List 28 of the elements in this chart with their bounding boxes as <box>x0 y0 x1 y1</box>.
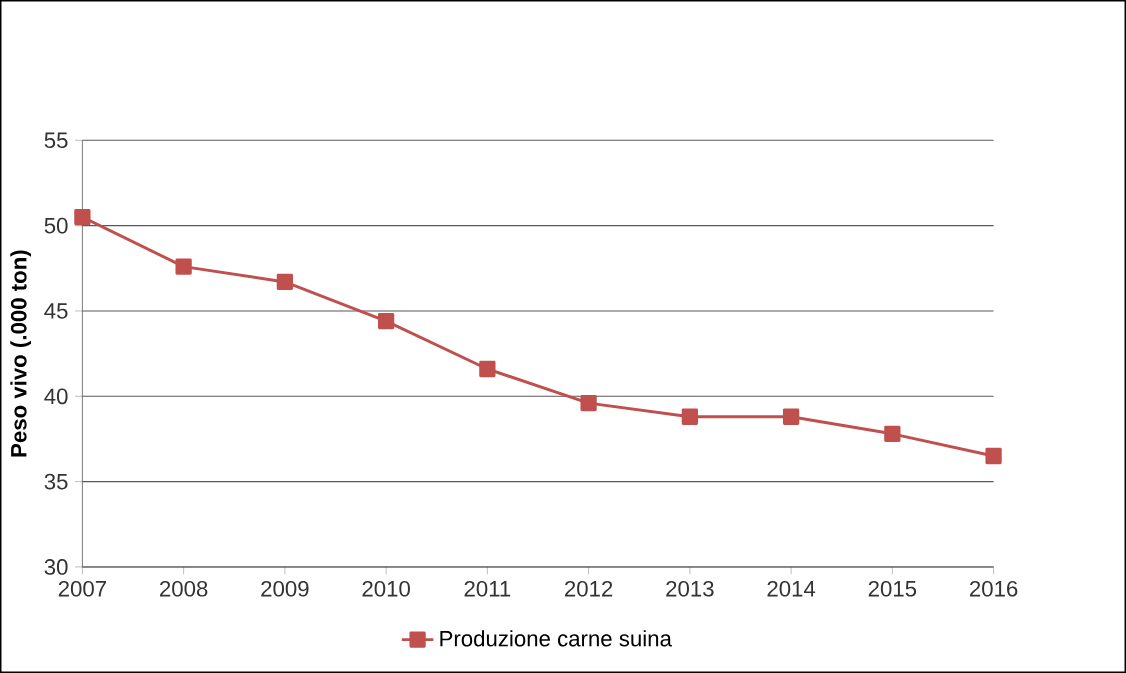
x-tick-label: 2016 <box>969 580 1018 597</box>
x-tick-label: 2014 <box>767 580 816 597</box>
point <box>884 425 901 442</box>
y-tick-label: 45 <box>44 303 68 319</box>
x-tick-label: 2007 <box>58 580 106 597</box>
y-tick-label: 40 <box>44 388 68 405</box>
point <box>74 208 91 226</box>
x-tick-label: 2011 <box>464 580 511 597</box>
point <box>276 273 294 291</box>
x-tick-label: 2012 <box>565 580 613 597</box>
point <box>580 394 597 412</box>
y-tick-label: 30 <box>44 559 68 575</box>
legend-label: Produzione carne suina <box>440 630 672 647</box>
point <box>985 447 1002 465</box>
point <box>479 360 496 378</box>
x-tick-label: 2015 <box>868 580 917 597</box>
x-tick-label: 2008 <box>160 580 208 597</box>
y-tick-label: 55 <box>44 132 68 149</box>
y-tick-label: 50 <box>44 217 68 234</box>
point <box>175 258 192 275</box>
y-tick-label: 35 <box>44 473 68 490</box>
point <box>782 408 800 425</box>
point <box>377 313 395 330</box>
y-axis-title: Peso vivo (.000 ton) <box>10 250 32 457</box>
point <box>681 408 698 425</box>
x-tick-label: 2009 <box>261 580 309 597</box>
x-tick-label: 2010 <box>362 580 410 597</box>
x-tick-label: 2013 <box>666 580 714 597</box>
